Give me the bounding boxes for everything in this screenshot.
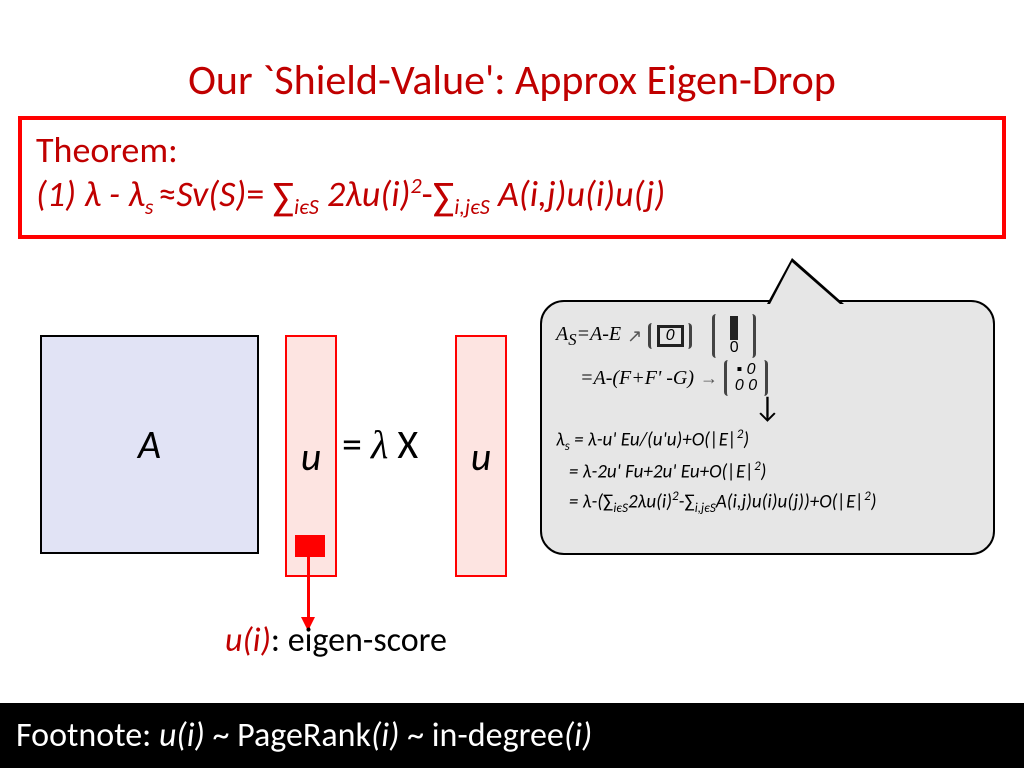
vector-entry-highlight [295,535,325,557]
mini-matrix-e: 0 [648,323,692,349]
eigen-score-var: u(i) [225,620,271,661]
callout-matrix-decomp-1: AS=A-E ↗ 0 0 [556,314,979,358]
eigen-score-sep: : [271,620,288,661]
theorem-label: Theorem: [36,128,988,172]
down-arrow-icon: ↓ [556,394,979,421]
footnote-prefix: Footnote: [16,715,159,756]
eigen-equation-diagram: A u = λ X u [40,335,530,595]
equals-lambda-times: = λ X [342,420,418,469]
arrow-icon: → [700,368,718,389]
footnote-bar: Footnote: u(i) ~ PageRank(i) ~ in-degree… [0,703,1024,768]
matrix-a: A [40,335,259,554]
footnote-body: u(i) ~ PageRank(i) ~ in-degree(i) [159,715,592,756]
theorem-formula-body: λ - λs ≈Sv(S)= ∑iєS 2λu(i)2-∑i,jєS A(i,j… [84,172,665,216]
arrow-icon: ↗ [627,326,642,347]
derivation-line-1: λs = λ-u' Eu/(u'u)+O(|E|2) [556,425,979,457]
derivation-callout: AS=A-E ↗ 0 0 =A-(F+F' -G) → ▪ 00 0 ↓ λs … [540,300,995,555]
eigen-score-label: eigen-score [288,620,447,661]
derivation-line-2: = λ-2u' Fu+2u' Eu+O(|E|2) [556,457,979,487]
vector-u-right: u [455,335,507,577]
theorem-box: Theorem: (1) λ - λs ≈Sv(S)= ∑iєS 2λu(i)2… [18,116,1006,239]
mini-matrix-col: 0 [712,314,756,358]
derivation-line-3: = λ-(∑iєS2λu(i)2-∑i,jєSA(i,j)u(i)u(j))+O… [556,487,979,519]
slide-title: Our `Shield-Value': Approx Eigen-Drop [0,0,1024,116]
eigen-score-caption: u(i): eigen-score [225,620,447,661]
theorem-prefix: (1) [36,172,84,216]
theorem-formula: (1) λ - λs ≈Sv(S)= ∑iєS 2λu(i)2-∑i,jєS A… [36,172,988,221]
arrow-down-icon [307,557,310,629]
callout-tail [770,262,840,304]
